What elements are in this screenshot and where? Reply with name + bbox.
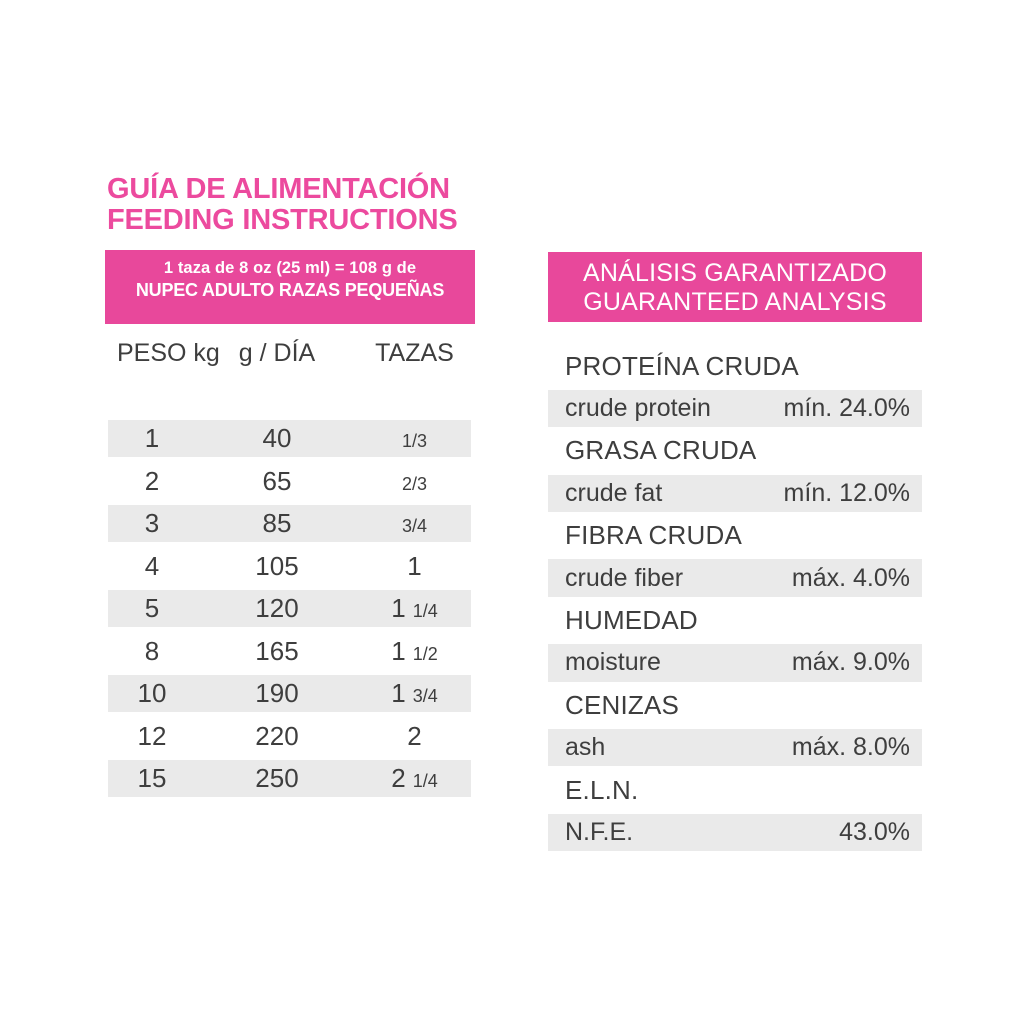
peso-cell: 1 [144, 423, 160, 454]
feeding-table-row: 12 220 2 [108, 715, 471, 758]
tazas-whole: 1 [391, 678, 406, 709]
feeding-table: 1 40 1/3 2 65 2/3 3 85 3/4 4 105 1 5 120 1 1/4 8 165 1 1/2 1… [108, 417, 471, 800]
grams-per-day-cell: 190 [255, 678, 299, 709]
analysis-value-inner: N.F.E. 43.0% [548, 818, 922, 847]
peso-cell: 10 [137, 678, 167, 709]
analysis-label-en: ash [565, 733, 606, 762]
peso-cell: 2 [144, 465, 160, 496]
analysis-value: máx. 8.0% [791, 733, 910, 762]
feeding-table-row: 10 190 1 3/4 [108, 672, 471, 715]
analysis-label-es: CENIZAS [565, 689, 680, 720]
tazas-cell: 2 [358, 723, 471, 749]
analysis-value-row: N.F.E. 43.0% [548, 811, 922, 853]
feeding-table-row: 1 40 1/3 [108, 417, 471, 460]
grams-per-day-cell: 105 [255, 550, 299, 581]
analysis-value-row: ash máx. 8.0% [548, 727, 922, 769]
feeding-table-row: 5 120 1 1/4 [108, 587, 471, 630]
analysis-table: PROTEÍNA CRUDA crude protein mín. 24.0% GRA… [548, 345, 922, 854]
feeding-table-row: 8 165 1 1/2 [108, 630, 471, 673]
analysis-value: mín. 12.0% [783, 478, 910, 507]
analysis-label-en: crude protein [565, 394, 711, 423]
tazas-fraction: 1/3 [401, 431, 428, 452]
grams-per-day-cell: 40 [262, 423, 292, 454]
feeding-table-row: 4 105 1 [108, 545, 471, 588]
guaranteed-analysis-banner: ANÁLISIS GARANTIZADO GUARANTEED ANALYSIS [548, 252, 922, 322]
analysis-label-es: GRASA CRUDA [565, 435, 757, 466]
analysis-label-en: N.F.E. [565, 817, 634, 846]
tazas-cell: 1 [358, 553, 471, 579]
tazas-fraction: 1/2 [412, 643, 438, 664]
tazas-fraction: 1/4 [412, 771, 438, 792]
tazas-fraction: 3/4 [401, 516, 428, 537]
grams-per-day-cell: 85 [262, 508, 292, 539]
tazas-fraction: 3/4 [412, 686, 438, 707]
grams-per-day-cell: 220 [255, 720, 299, 751]
grams-per-day-cell: 65 [262, 465, 292, 496]
tazas-whole: 1 [407, 550, 422, 581]
tazas-cell: 2/3 [358, 468, 471, 494]
peso-cell: 8 [144, 635, 160, 666]
guaranteed-analysis-title-en: GUARANTEED ANALYSIS [583, 287, 887, 316]
analysis-value: mín. 24.0% [783, 394, 910, 423]
tazas-whole: 2 [407, 720, 422, 751]
analysis-value: 43.0% [839, 817, 910, 846]
tazas-whole: 1 [391, 593, 406, 624]
feeding-table-row: 3 85 3/4 [108, 502, 471, 545]
analysis-label-es: HUMEDAD [565, 605, 698, 636]
analysis-value-inner: crude fiber máx. 4.0% [548, 564, 922, 593]
column-header-tazas: TAZAS [375, 338, 454, 367]
analysis-value-row: crude protein mín. 24.0% [548, 387, 922, 429]
analysis-value-inner: moisture máx. 9.0% [548, 648, 922, 677]
tazas-fraction: 1/4 [412, 601, 438, 622]
tazas-cell: 1 1/4 [358, 595, 471, 621]
guaranteed-analysis-title-es: ANÁLISIS GARANTIZADO [582, 258, 888, 287]
peso-cell: 15 [137, 763, 167, 794]
column-header-grams-per-day: g / DÍA [238, 338, 316, 367]
grams-per-day-cell: 250 [255, 763, 299, 794]
peso-cell: 12 [137, 720, 167, 751]
grams-per-day-cell: 120 [255, 593, 299, 624]
feeding-guide-title: GUÍA DE ALIMENTACIÓN FEEDING INSTRUCTION… [107, 173, 458, 236]
analysis-value: máx. 4.0% [791, 563, 910, 592]
feeding-table-row: 2 65 2/3 [108, 460, 471, 503]
analysis-label-es: PROTEÍNA CRUDA [565, 350, 799, 381]
analysis-label-en: crude fiber [565, 563, 684, 592]
tazas-cell: 1 3/4 [358, 680, 471, 706]
analysis-label-en: moisture [565, 648, 661, 677]
serving-equivalence-banner: 1 taza de 8 oz (25 ml) = 108 g de NUPEC … [105, 250, 475, 324]
feeding-guide-title-es: GUÍA DE ALIMENTACIÓN [107, 173, 450, 205]
product-name: NUPEC ADULTO RAZAS PEQUEÑAS [135, 280, 445, 300]
analysis-value-row: moisture máx. 9.0% [548, 642, 922, 684]
analysis-value-row: crude fat mín. 12.0% [548, 472, 922, 514]
column-header-peso: PESO kg [117, 338, 220, 367]
peso-cell: 4 [144, 550, 160, 581]
tazas-whole: 2 [391, 763, 406, 794]
grams-per-day-cell: 165 [255, 635, 299, 666]
tazas-cell: 1/3 [358, 425, 471, 451]
feeding-guide-title-en: FEEDING INSTRUCTIONS [107, 204, 458, 236]
tazas-cell: 3/4 [358, 510, 471, 536]
feeding-table-header: PESO kg g / DÍA TAZAS [108, 336, 471, 370]
peso-cell: 5 [144, 593, 160, 624]
analysis-value-inner: ash máx. 8.0% [548, 733, 922, 762]
analysis-value-inner: crude fat mín. 12.0% [548, 479, 922, 508]
serving-equivalence-line: 1 taza de 8 oz (25 ml) = 108 g de [163, 259, 417, 277]
peso-cell: 3 [144, 508, 160, 539]
analysis-label-en: crude fat [565, 478, 663, 507]
analysis-label-es: FIBRA CRUDA [565, 520, 743, 551]
analysis-label-es: E.L.N. [565, 774, 639, 805]
analysis-value-inner: crude protein mín. 24.0% [548, 394, 922, 423]
tazas-cell: 2 1/4 [358, 765, 471, 791]
tazas-cell: 1 1/2 [358, 638, 471, 664]
feeding-table-row: 15 250 2 1/4 [108, 757, 471, 800]
tazas-fraction: 2/3 [401, 473, 428, 494]
analysis-value-row: crude fiber máx. 4.0% [548, 557, 922, 599]
analysis-value: máx. 9.0% [791, 648, 910, 677]
tazas-whole: 1 [391, 635, 406, 666]
